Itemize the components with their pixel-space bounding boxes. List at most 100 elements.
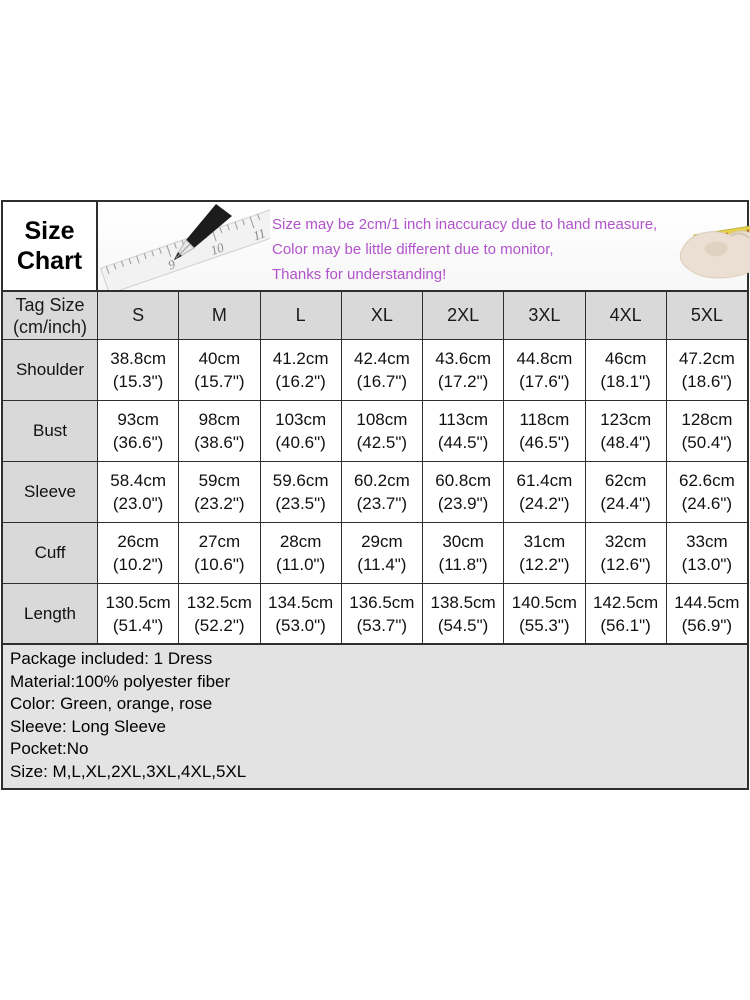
size-cell: 132.5cm (52.2") (179, 584, 261, 645)
size-cell: 43.6cm (17.2") (423, 340, 505, 401)
measure-note: Size may be 2cm/1 inch inaccuracy due to… (272, 215, 658, 233)
size-cell-inch: (18.1") (600, 372, 651, 391)
size-col-header: L (260, 292, 342, 340)
size-cell-cm: 136.5cm (349, 592, 415, 612)
size-cell: 46cm (18.1") (585, 340, 667, 401)
size-cell-cm: 128cm (681, 410, 733, 429)
size-cell-cm: 42.4cm (354, 349, 410, 368)
size-cell-cm: 98cm (198, 410, 241, 429)
measurement-row: Shoulder 38.8cm (15.3") 40cm (15.7") 41.2cm (1… (3, 340, 747, 401)
size-cell-inch: (48.4") (600, 433, 651, 452)
measure-note: Color may be little different due to mon… (272, 240, 554, 258)
size-cell-cm: 58.4cm (110, 471, 166, 490)
size-cell: 44.8cm (17.6") (504, 340, 586, 401)
size-cell-cm: 113cm (438, 410, 488, 429)
size-cell-inch: (23.2") (194, 494, 245, 513)
size-cell: 32cm (12.6") (585, 523, 667, 584)
size-cell: 58.4cm (23.0") (98, 462, 180, 523)
measure-notes: Size may be 2cm/1 inch inaccuracy due to… (270, 206, 661, 287)
page-title-line1: Size (24, 217, 75, 245)
size-cell-cm: 38.8cm (110, 349, 166, 368)
size-cell: 59cm (23.2") (179, 462, 261, 523)
size-cell-cm: 118cm (519, 410, 570, 429)
size-cell-inch: (24.4") (600, 494, 651, 513)
size-cell: 128cm (50.4") (666, 401, 747, 462)
size-cell-inch: (54.5") (437, 615, 489, 635)
size-cell-inch: (15.3") (112, 372, 164, 391)
size-cell-inch: (13.0") (681, 555, 733, 574)
size-cell-inch: (16.7") (356, 372, 408, 391)
size-cell-cm: 130.5cm (105, 592, 171, 612)
size-cell: 47.2cm (18.6") (666, 340, 747, 401)
size-cell-inch: (40.6") (275, 433, 326, 452)
size-cell: 31cm (12.2") (504, 523, 586, 584)
product-detail-line: Package included: 1 Dress (10, 649, 213, 668)
size-cell-inch: (18.6") (681, 372, 733, 391)
size-cell-inch: (56.1") (600, 615, 651, 635)
measurement-row: Bust 93cm (36.6") 98cm (38.6") 103cm (40.6") 10… (3, 401, 747, 462)
size-cell-cm: 46cm (604, 349, 647, 368)
svg-text:10: 10 (209, 239, 227, 258)
corner-header-line1: Tag Size (15, 294, 85, 315)
page-title: Size Chart (3, 202, 98, 290)
measurement-row: Length 130.5cm (51.4") 132.5cm (52.2") 134.5c… (3, 584, 747, 645)
size-cell-cm: 59.6cm (272, 471, 329, 490)
size-cell: 60.8cm (23.9") (423, 462, 505, 523)
product-detail-line: Material:100% polyester fiber (10, 671, 231, 691)
size-cell-cm: 31cm (523, 532, 566, 551)
size-cell-inch: (16.2") (275, 372, 326, 391)
pencil-ruler-icon: 9 10 11 (100, 202, 270, 290)
size-col-header: 5XL (666, 292, 747, 340)
size-cell: 29cm (11.4") (341, 523, 423, 584)
size-cell-inch: (17.2") (437, 372, 489, 391)
measurement-row: Sleeve 58.4cm (23.0") 59cm (23.2") 59.6cm (23.… (3, 462, 747, 523)
size-cell-inch: (42.5") (356, 433, 408, 452)
size-cell: 26cm (10.2") (98, 523, 180, 584)
size-cell-inch: (44.5") (437, 433, 489, 452)
product-detail-line: Color: Green, orange, rose (10, 694, 213, 714)
size-col-header: 3XL (504, 292, 586, 340)
size-cell-inch: (23.7") (356, 494, 408, 513)
size-cell-cm: 144.5cm (674, 592, 740, 612)
size-cell-cm: 108cm (356, 410, 408, 429)
size-cell: 38.8cm (15.3") (98, 340, 180, 401)
size-cell-inch: (10.2") (112, 555, 164, 574)
size-cell: 142.5cm (56.1") (585, 584, 667, 645)
svg-text:9: 9 (166, 256, 178, 272)
size-cell-cm: 62.6cm (679, 471, 735, 490)
size-cell-cm: 62cm (604, 471, 647, 490)
product-detail-line: Pocket:No (10, 739, 89, 759)
size-col-header: S (98, 292, 180, 340)
size-cell-cm: 61.4cm (516, 471, 573, 490)
size-col-header: XL (341, 292, 423, 340)
size-cell-cm: 28cm (279, 532, 322, 551)
size-cell-cm: 60.2cm (354, 471, 410, 490)
size-cell-inch: (56.9") (681, 615, 733, 635)
size-cell-cm: 93cm (117, 410, 159, 429)
size-cell-inch: (23.0") (112, 494, 164, 513)
size-cell-cm: 26cm (117, 532, 159, 551)
size-cell-cm: 138.5cm (430, 592, 496, 612)
size-cell-cm: 30cm (442, 532, 484, 551)
page-title-line2: Chart (16, 247, 83, 275)
size-cell: 33cm (13.0") (666, 523, 747, 584)
size-cell: 41.2cm (16.2") (260, 340, 342, 401)
size-cell: 62cm (24.4") (585, 462, 667, 523)
table-header-row: Tag Size (cm/inch) S M L XL 2XL 3XL 4XL 5XL (3, 292, 747, 340)
size-cell: 113cm (44.5") (423, 401, 505, 462)
size-cell: 118cm (46.5") (504, 401, 586, 462)
size-cell-inch: (12.6") (600, 555, 651, 574)
size-cell: 28cm (11.0") (260, 523, 342, 584)
size-cell-cm: 33cm (686, 532, 728, 551)
hand-tape-measure-icon (680, 216, 750, 279)
size-cell: 62.6cm (24.6") (666, 462, 747, 523)
size-cell-cm: 32cm (604, 532, 647, 551)
corner-header-line2: (cm/inch) (12, 316, 87, 337)
size-cell: 134.5cm (53.0") (260, 584, 342, 645)
size-cell-cm: 132.5cm (186, 592, 252, 612)
measurement-row: Cuff 26cm (10.2") 27cm (10.6") 28cm (11.0") 29c… (3, 523, 747, 584)
size-cell-cm: 43.6cm (435, 349, 491, 368)
size-cell-cm: 27cm (198, 532, 241, 551)
size-cell-inch: (23.5") (275, 494, 326, 513)
size-cell-cm: 47.2cm (679, 349, 735, 368)
